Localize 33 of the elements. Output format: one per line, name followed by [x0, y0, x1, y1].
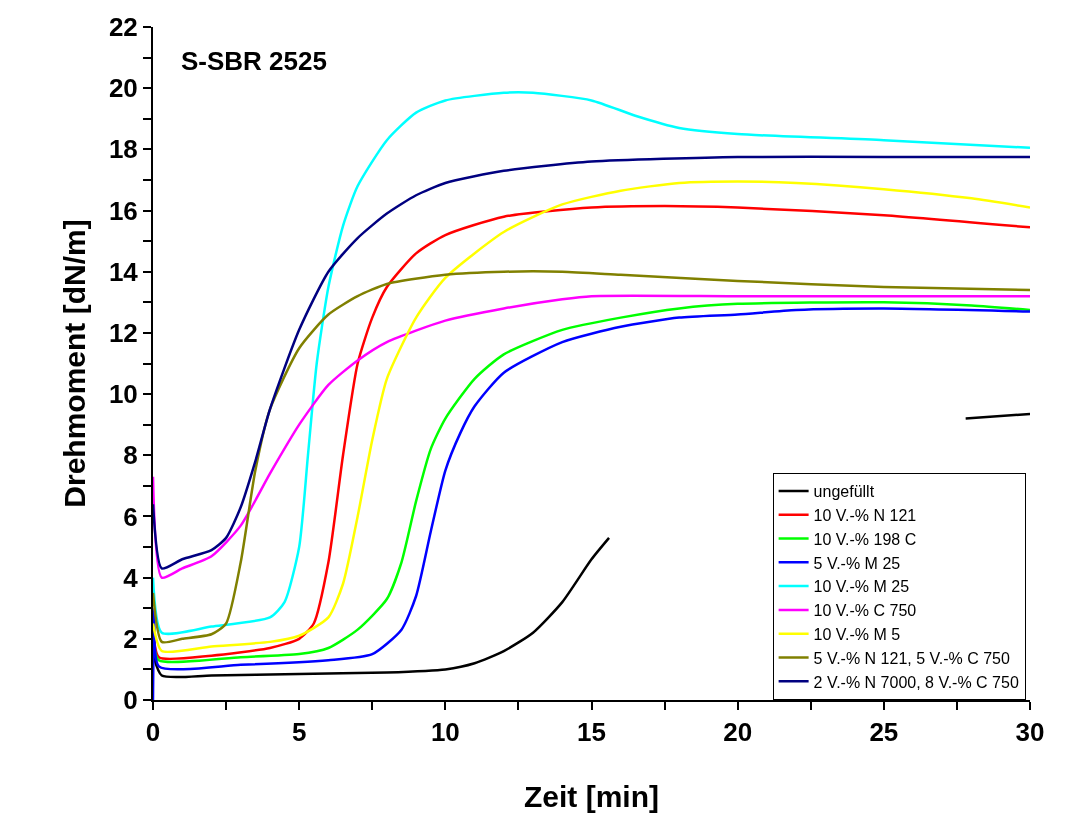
x-axis-title: Zeit [min] — [524, 780, 659, 814]
legend-label: ungefüllt — [813, 483, 875, 501]
legend-label: 10 V.-% 198 C — [813, 530, 917, 548]
y-tick-label: 2 — [123, 623, 138, 654]
x-tick-label: 10 — [430, 717, 460, 748]
legend-label: 10 V.-% M 5 — [813, 625, 901, 643]
legend-label: 2 V.-% N 7000, 8 V.-% C 750 — [813, 673, 1019, 691]
x-tick-label: 15 — [577, 717, 606, 748]
legend-label: 5 V.-% N 121, 5 V.-% C 750 — [813, 649, 1010, 667]
legend-label: 10 V.-% M 25 — [813, 578, 910, 596]
line-series — [153, 155, 1030, 570]
y-tick-label: 0 — [123, 685, 138, 716]
x-tick-label: 30 — [1015, 717, 1045, 748]
x-tick-label: 20 — [723, 717, 753, 748]
y-tick-label: 12 — [108, 318, 138, 349]
legend-label: 10 V.-% N 121 — [813, 506, 917, 524]
x-tick-label: 5 — [291, 717, 307, 748]
line-series — [153, 294, 1030, 580]
y-tick-label: 4 — [123, 562, 139, 593]
y-tick-label: 8 — [123, 440, 138, 471]
y-tick-label: 16 — [108, 195, 138, 226]
x-tick-label: 0 — [145, 717, 161, 748]
legend-label: 5 V.-% M 25 — [813, 554, 901, 572]
annotation: S-SBR 2525 — [181, 46, 327, 76]
y-tick-label: 6 — [123, 501, 138, 532]
y-axis-title: Drehmoment [dN/m] — [58, 219, 92, 508]
y-tick-label: 22 — [108, 12, 138, 43]
y-tick-label: 20 — [108, 73, 138, 104]
x-tick-label: 25 — [869, 717, 899, 748]
legend-label: 10 V.-% C 750 — [813, 602, 917, 620]
y-tick-label: 10 — [108, 379, 138, 410]
y-tick-label: 18 — [108, 134, 138, 165]
y-tick-label: 14 — [108, 256, 139, 287]
